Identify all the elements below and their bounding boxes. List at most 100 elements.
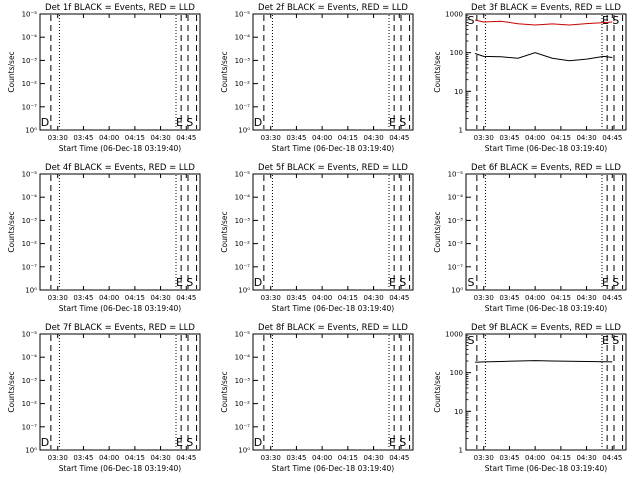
- x-tick-label: 04:00: [525, 134, 545, 142]
- x-tick-label: 04:15: [125, 454, 145, 462]
- y-tick-label: 10: [454, 88, 463, 96]
- series-line: [475, 360, 613, 363]
- y-tick-label: 100: [450, 369, 463, 377]
- x-tick-label: 04:00: [99, 294, 119, 302]
- x-tick-label: 04:15: [338, 294, 358, 302]
- y-tick-label: 10⁻⁷: [22, 423, 38, 431]
- y-tick-label: 10⁰: [25, 447, 37, 455]
- panel-det-2: Det 2f BLACK = Events, RED = LLD Counts/s…: [220, 3, 414, 153]
- y-tick-label: 10⁻²: [235, 240, 251, 248]
- x-tick-label: 03:30: [48, 294, 68, 302]
- y-axis-label: Counts/sec: [433, 211, 442, 252]
- y-tick-label: 10⁻⁵: [22, 331, 38, 339]
- flag-letter: E: [389, 116, 396, 129]
- x-tick-label: 04:45: [389, 294, 409, 302]
- y-tick-label: 10: [454, 408, 463, 416]
- y-tick-label: 10⁻⁷: [22, 263, 38, 271]
- x-tick-label: 04:00: [525, 454, 545, 462]
- panel-det-9: Det 9f BLACK = Events, RED = LLD Counts/s…: [433, 323, 627, 473]
- y-tick-label: 10⁻⁷: [235, 263, 251, 271]
- flag-letter: E: [389, 276, 396, 289]
- x-tick-label: 03:45: [499, 454, 519, 462]
- panel-det-6: Det 6f BLACK = Events, RED = LLD Counts/s…: [433, 163, 627, 313]
- y-axis-label: Counts/sec: [433, 371, 442, 412]
- x-tick-label: 03:30: [48, 454, 68, 462]
- y-tick-label: 10⁻⁴: [22, 34, 38, 42]
- y-tick-label: 10⁻⁴: [235, 194, 251, 202]
- plot-frame: [252, 173, 414, 291]
- panel-title: Det 6f BLACK = Events, RED = LLD: [471, 163, 621, 173]
- flag-letter: S: [468, 334, 475, 347]
- x-tick-label: 04:00: [312, 454, 332, 462]
- x-tick-label: 03:30: [48, 134, 68, 142]
- x-tick-label: 03:45: [73, 454, 93, 462]
- flag-letter: E: [176, 276, 183, 289]
- x-axis-label: Start Time (06-Dec-18 03:19:40): [485, 144, 607, 153]
- plot-frame: [39, 13, 201, 131]
- flag-letter: E: [602, 276, 609, 289]
- y-tick-label: 10⁰: [25, 127, 37, 135]
- y-tick-label: 10⁻³: [235, 57, 251, 65]
- panel-det-7: Det 7f BLACK = Events, RED = LLD Counts/s…: [7, 323, 201, 473]
- y-tick-label: 10⁻⁵: [235, 171, 251, 179]
- y-tick-label: 10⁰: [451, 287, 463, 295]
- x-axis-label: Start Time (06-Dec-18 03:19:40): [59, 304, 181, 313]
- y-tick-label: 10⁰: [238, 127, 250, 135]
- y-tick-label: 10⁻⁴: [22, 354, 38, 362]
- flag-letter: E: [602, 334, 609, 347]
- x-axis-label: Start Time (06-Dec-18 03:19:40): [485, 464, 607, 473]
- flag-letter: D: [254, 276, 262, 289]
- flag-letter: S: [468, 276, 475, 289]
- x-tick-label: 04:00: [312, 134, 332, 142]
- flag-letter: E: [176, 116, 183, 129]
- flag-letter: D: [254, 116, 262, 129]
- y-tick-label: 1000: [445, 331, 463, 339]
- x-tick-label: 03:45: [73, 294, 93, 302]
- x-tick-label: 04:30: [576, 134, 596, 142]
- y-tick-label: 10⁻⁴: [235, 354, 251, 362]
- x-tick-label: 04:45: [602, 134, 622, 142]
- y-tick-label: 10⁻⁵: [235, 11, 251, 19]
- y-tick-label: 10⁻³: [22, 377, 38, 385]
- plot-frame: [252, 13, 414, 131]
- x-tick-label: 04:15: [551, 294, 571, 302]
- x-tick-label: 03:45: [73, 134, 93, 142]
- x-tick-label: 04:30: [150, 454, 170, 462]
- y-tick-label: 10⁻²: [235, 80, 251, 88]
- x-tick-label: 04:45: [176, 454, 196, 462]
- y-tick-label: 10⁰: [238, 447, 250, 455]
- flag-letter: S: [399, 436, 406, 449]
- x-tick-label: 04:00: [99, 454, 119, 462]
- x-tick-label: 04:45: [602, 454, 622, 462]
- x-tick-label: 04:45: [176, 134, 196, 142]
- panel-det-1: Det 1f BLACK = Events, RED = LLD Counts/s…: [7, 3, 201, 153]
- y-tick-label: 10⁻⁷: [448, 263, 464, 271]
- y-tick-label: 10⁻²: [22, 240, 38, 248]
- x-tick-label: 04:15: [125, 134, 145, 142]
- series-line: [474, 52, 613, 62]
- flag-letter: S: [399, 116, 406, 129]
- flag-letter: S: [399, 276, 406, 289]
- y-tick-label: 1: [459, 447, 463, 455]
- x-tick-label: 04:00: [99, 134, 119, 142]
- flag-letter: E: [389, 436, 396, 449]
- flag-letter: S: [612, 14, 619, 27]
- x-tick-label: 03:30: [261, 134, 281, 142]
- y-tick-label: 10⁻³: [235, 217, 251, 225]
- y-tick-label: 10⁻²: [235, 400, 251, 408]
- x-tick-label: 03:45: [286, 294, 306, 302]
- panel-title: Det 9f BLACK = Events, RED = LLD: [471, 323, 621, 333]
- y-tick-label: 10⁰: [238, 287, 250, 295]
- x-tick-label: 03:30: [474, 294, 494, 302]
- panel-title: Det 1f BLACK = Events, RED = LLD: [45, 3, 195, 13]
- y-tick-label: 10⁻⁵: [235, 331, 251, 339]
- plot-frame: [465, 173, 627, 291]
- panel-title: Det 4f BLACK = Events, RED = LLD: [45, 163, 195, 173]
- x-tick-label: 04:15: [125, 294, 145, 302]
- y-tick-label: 1: [459, 127, 463, 135]
- x-tick-label: 03:45: [499, 134, 519, 142]
- x-axis-label: Start Time (06-Dec-18 03:19:40): [59, 464, 181, 473]
- x-tick-label: 04:30: [363, 134, 383, 142]
- y-axis-label: Counts/sec: [7, 211, 16, 252]
- y-tick-label: 10⁻⁴: [448, 194, 464, 202]
